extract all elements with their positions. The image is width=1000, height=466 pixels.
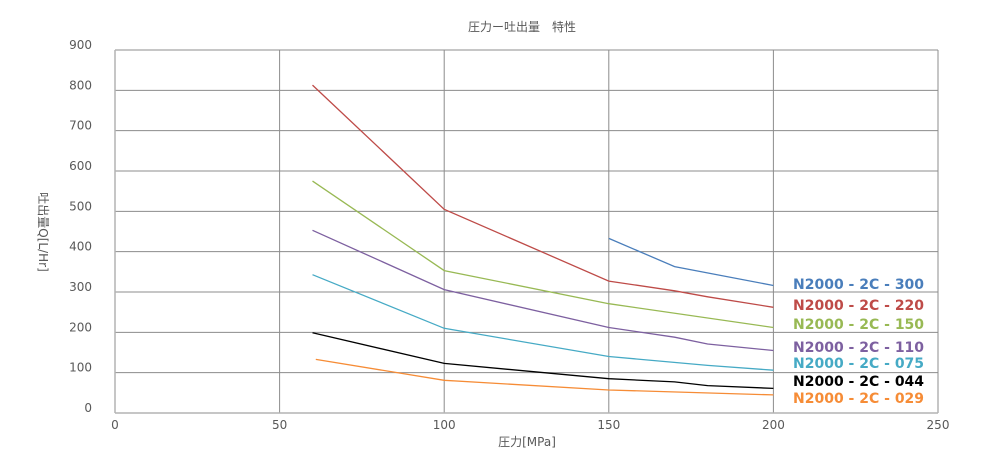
legend-label-N2000-2C-220: N2000 - 2C - 220 <box>793 298 924 314</box>
y-tick-label: 0 <box>84 401 92 415</box>
series-line-N2000-2C-029 <box>315 358 774 396</box>
y-tick-label: 300 <box>69 280 92 294</box>
legend-label-N2000-2C-075: N2000 - 2C - 075 <box>793 356 924 372</box>
series-line-N2000-2C-110 <box>312 229 774 352</box>
y-tick-label: 900 <box>69 38 92 52</box>
x-tick-label: 200 <box>762 418 785 432</box>
y-tick-label: 800 <box>69 78 92 92</box>
y-tick-label: 500 <box>69 199 92 213</box>
chart-title: 圧力ー吐出量 特性 <box>468 19 576 34</box>
legend-label-N2000-2C-029: N2000 - 2C - 029 <box>793 391 924 407</box>
x-tick-label: 100 <box>433 418 456 432</box>
y-tick-label: 600 <box>69 159 92 173</box>
series-line-N2000-2C-044 <box>312 332 774 390</box>
x-tick-label: 250 <box>927 418 950 432</box>
legend-label-N2000-2C-110: N2000 - 2C - 110 <box>793 340 924 356</box>
x-axis-title: 圧力[MPa] <box>498 435 556 449</box>
y-tick-label: 400 <box>69 240 92 254</box>
legend-label-N2000-2C-150: N2000 - 2C - 150 <box>793 317 924 333</box>
x-tick-label: 50 <box>272 418 287 432</box>
legend: N2000 - 2C - 300 N2000 - 2C - 220 N2000 - … <box>793 277 924 407</box>
x-tick-label: 0 <box>111 418 119 432</box>
y-tick-label: 100 <box>69 361 92 375</box>
y-tick-label: 700 <box>69 119 92 133</box>
legend-label-N2000-2C-300: N2000 - 2C - 300 <box>793 277 924 293</box>
series-line-N2000-2C-300 <box>608 237 774 287</box>
y-axis-title: 吐出量Q[L/Hr] <box>36 192 50 272</box>
series-line-N2000-2C-150 <box>312 180 774 329</box>
y-axis-ticks: 0 100 200 300 400 500 600 700 800 900 <box>69 38 92 415</box>
x-axis-ticks: 0 50 100 150 200 250 <box>111 418 949 432</box>
y-tick-label: 200 <box>69 320 92 334</box>
grid <box>114 49 939 414</box>
series-line-N2000-2C-075 <box>312 274 774 371</box>
series-line-N2000-2C-220 <box>312 84 774 308</box>
legend-label-N2000-2C-044: N2000 - 2C - 044 <box>793 374 924 390</box>
series-lines <box>312 84 774 396</box>
x-tick-label: 150 <box>597 418 620 432</box>
